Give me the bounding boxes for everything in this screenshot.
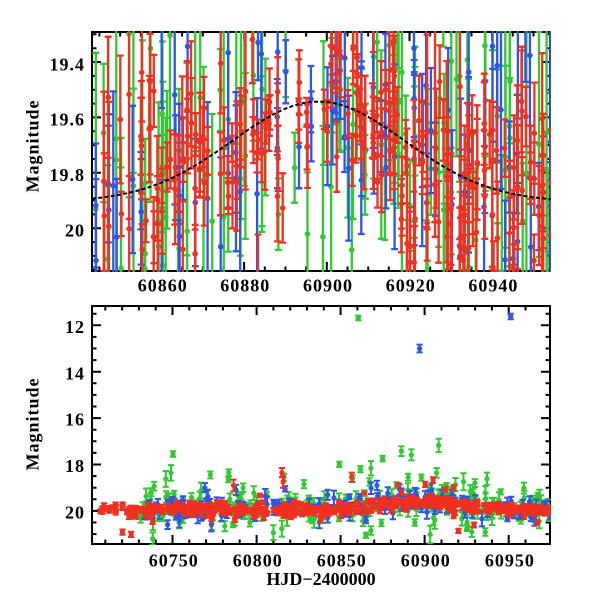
svg-text:60860: 60860 [138, 275, 188, 295]
svg-text:19.4: 19.4 [50, 54, 86, 74]
svg-text:14: 14 [65, 363, 85, 383]
svg-text:60750: 60750 [149, 551, 199, 571]
svg-text:20: 20 [65, 221, 85, 241]
svg-text:60880: 60880 [220, 275, 270, 295]
svg-text:60940: 60940 [468, 275, 518, 295]
svg-text:19.8: 19.8 [50, 165, 86, 185]
svg-text:18: 18 [65, 456, 85, 476]
svg-text:Magnitude: Magnitude [23, 377, 43, 470]
svg-text:60950: 60950 [485, 551, 535, 571]
svg-text:Magnitude: Magnitude [23, 99, 43, 192]
svg-text:60900: 60900 [303, 275, 353, 295]
svg-text:HJD−2400000: HJD−2400000 [266, 569, 375, 589]
svg-text:20: 20 [65, 503, 85, 523]
svg-text:16: 16 [65, 410, 85, 430]
svg-text:60920: 60920 [386, 275, 436, 295]
svg-text:60800: 60800 [233, 551, 283, 571]
svg-text:19.6: 19.6 [50, 110, 86, 130]
svg-text:12: 12 [65, 317, 85, 337]
svg-text:60850: 60850 [317, 551, 367, 571]
svg-text:60900: 60900 [401, 551, 451, 571]
